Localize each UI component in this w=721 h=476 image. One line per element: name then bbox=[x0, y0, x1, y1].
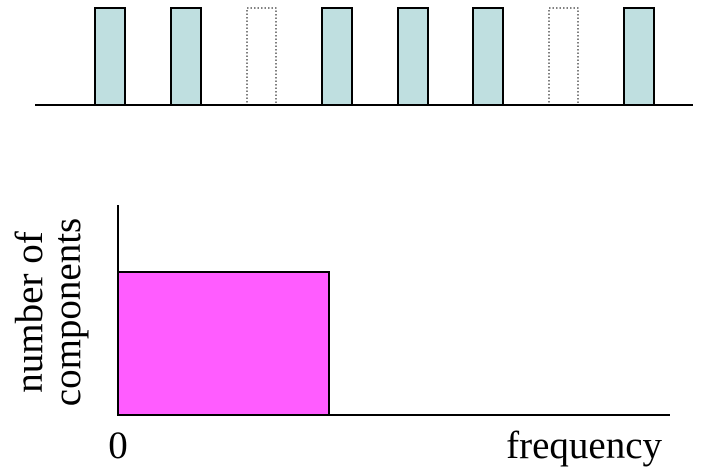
spectrum-plot: number of components 0 frequency bbox=[8, 205, 670, 467]
pulse-1 bbox=[94, 7, 126, 106]
pulse-2 bbox=[170, 7, 202, 106]
pulse-5 bbox=[397, 7, 429, 106]
x-origin-label: 0 bbox=[108, 424, 128, 467]
pulse-8 bbox=[623, 7, 655, 106]
y-axis-label-line2: components bbox=[46, 218, 89, 406]
pulse-4 bbox=[321, 7, 353, 106]
pulse-train bbox=[35, 7, 693, 106]
x-axis-label: frequency bbox=[506, 424, 662, 467]
pulse-3-missing bbox=[246, 7, 277, 106]
frequency-band bbox=[117, 271, 330, 416]
pulse-6 bbox=[472, 7, 504, 106]
y-axis-label: number of components bbox=[8, 218, 89, 406]
y-axis-label-line1: number of bbox=[8, 231, 51, 392]
pulse-7-missing bbox=[548, 7, 579, 106]
